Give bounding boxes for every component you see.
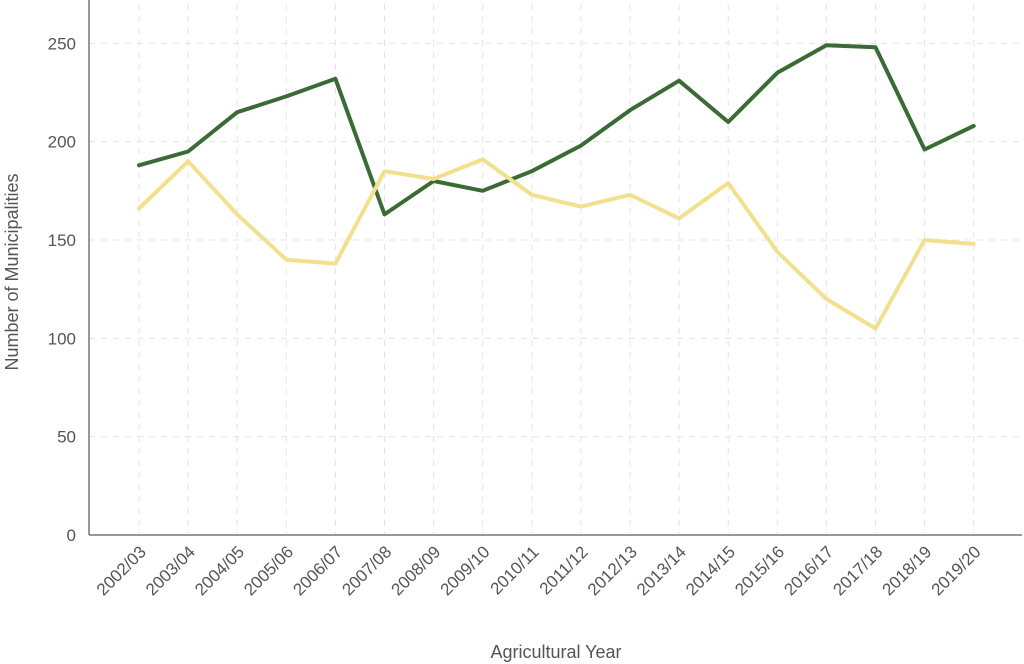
x-tick-labels: 2002/032003/042004/052005/062006/072007/… <box>93 542 985 599</box>
y-tick-label: 100 <box>48 329 76 348</box>
x-tick-label: 2004/05 <box>191 542 248 599</box>
series-line-1 <box>137 43 976 217</box>
y-tick-label: 0 <box>67 526 76 545</box>
x-axis-title: Agricultural Year <box>490 642 621 662</box>
grid-lines <box>89 4 1022 535</box>
x-tick-label: 2013/14 <box>633 542 690 599</box>
y-tick-label: 250 <box>48 34 76 53</box>
x-tick-label: 2012/13 <box>584 542 641 599</box>
x-tick-label: 2002/03 <box>93 542 150 599</box>
y-axis-title: Number of Municipalities <box>2 173 22 370</box>
x-tick-label: 2016/17 <box>780 542 837 599</box>
y-tick-labels: 0 50 100 150 200 250 <box>48 34 76 545</box>
x-tick-label: 2009/10 <box>437 542 494 599</box>
x-tick-label: 2003/04 <box>142 542 199 599</box>
y-tick-label: 50 <box>57 428 76 447</box>
x-tick-label: 2019/20 <box>928 542 985 599</box>
x-tick-label: 2018/19 <box>879 542 936 599</box>
x-tick-label: 2005/06 <box>240 542 297 599</box>
x-tick-label: 2017/18 <box>829 542 886 599</box>
x-tick-label: 2014/15 <box>682 542 739 599</box>
y-tick-label: 150 <box>48 231 76 250</box>
x-tick-label: 2015/16 <box>731 542 788 599</box>
series-lines <box>137 43 976 331</box>
series-line-2 <box>137 157 976 331</box>
x-tick-label: 2008/09 <box>388 542 445 599</box>
x-tick-label: 2010/11 <box>487 542 543 598</box>
y-tick-label: 200 <box>48 133 76 152</box>
axes <box>88 0 1022 536</box>
x-tick-label: 2007/08 <box>338 542 395 599</box>
x-tick-label: 2006/07 <box>289 542 346 599</box>
x-tick-label: 2011/12 <box>536 542 592 598</box>
